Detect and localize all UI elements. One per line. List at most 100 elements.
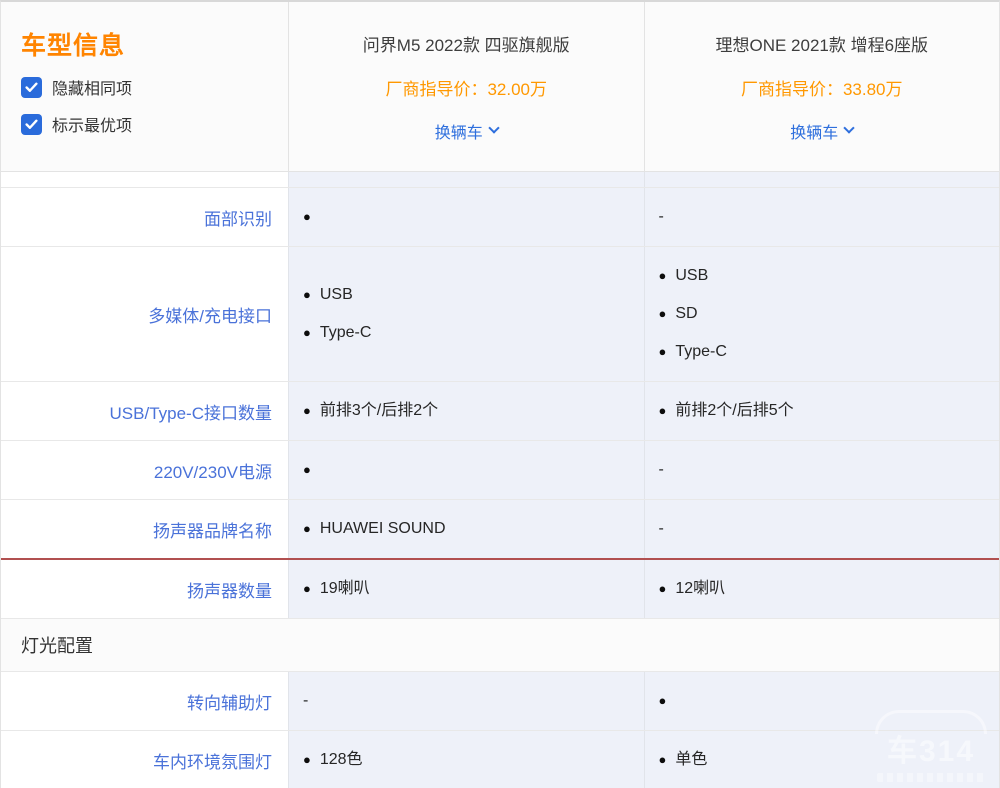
checkmark-icon [25, 119, 38, 129]
row-label[interactable]: 220V/230V电源 [1, 441, 288, 499]
section-header: 灯光配置 [1, 618, 999, 671]
bullet-icon: ● [658, 752, 667, 767]
value-text: USB [319, 286, 353, 303]
checkbox-checked[interactable] [21, 76, 42, 98]
value-item: - [659, 451, 1000, 489]
table-row: 扬声器数量 ● 19喇叭 ● 12喇叭 [1, 558, 999, 618]
value-cell: ● [288, 188, 644, 246]
value-text: Type-C [675, 343, 727, 360]
row-label[interactable]: 转向辅助灯 [1, 672, 288, 730]
chevron-down-icon [488, 122, 500, 134]
value-cell: ● USB ● SD ● Type-C [643, 247, 1000, 381]
value-item: ● [303, 451, 644, 489]
change-car-link[interactable]: 换辆车 [434, 119, 500, 143]
car-name: 理想ONE 2021款 增程6座版 [715, 35, 929, 55]
value-cell: - [288, 672, 644, 730]
value-text: 19喇叭 [319, 580, 370, 597]
value-text: 前排3个/后排2个 [319, 402, 439, 419]
value-item: ● SD [659, 295, 1000, 333]
value-cell: ● 前排3个/后排2个 [288, 382, 644, 440]
bullet-icon: ● [303, 403, 311, 418]
bullet-icon: ● [303, 462, 311, 477]
change-car-label: 换辆车 [434, 124, 483, 142]
value-cell: ● 128色 [288, 731, 644, 788]
row-label[interactable]: 面部识别 [1, 188, 288, 246]
value-text: 128色 [319, 751, 363, 768]
bullet-icon: ● [303, 325, 311, 340]
value-text: HUAWEI SOUND [319, 520, 446, 537]
checkbox-mark-best-items[interactable]: 标示最优项 [21, 112, 132, 136]
value-text: 12喇叭 [675, 580, 726, 597]
car-name: 问界M5 2022款 四驱旗舰版 [362, 35, 570, 55]
value-cell: - [643, 500, 1000, 558]
row-label [1, 172, 288, 187]
checkbox-hide-same-items[interactable]: 隐藏相同项 [21, 75, 132, 99]
value-item: ● [659, 682, 1000, 720]
value-cell [643, 172, 999, 187]
car-price: 厂商指导价：32.00万 [385, 75, 547, 100]
bullet-icon: ● [658, 344, 667, 359]
car-price-label: 厂商指导价： [740, 79, 843, 99]
checkbox-checked[interactable] [21, 113, 42, 135]
table-header: 车型信息 隐藏相同项 标示最优项 问界M5 2022款 四驱旗舰版 厂商指导价：… [1, 2, 999, 172]
table-body: 面部识别 ● - 多媒体/充电接口 ● USB ● Type-C ● USB ● SD ● Type-C U… [1, 172, 999, 788]
value-text: - [658, 520, 664, 537]
value-text: 前排2个/后排5个 [675, 402, 794, 419]
row-label[interactable]: USB/Type-C接口数量 [1, 382, 288, 440]
row-label[interactable]: 扬声器数量 [1, 560, 288, 618]
value-text: - [658, 208, 664, 225]
bullet-icon: ● [303, 581, 311, 596]
bullet-icon: ● [658, 268, 667, 283]
panel-controls: 车型信息 隐藏相同项 标示最优项 [1, 2, 288, 171]
car-price-value: 32.00万 [487, 79, 548, 99]
value-text: SD [675, 305, 698, 322]
value-text: - [303, 692, 309, 709]
value-cell: ● [643, 672, 1000, 730]
row-label[interactable]: 扬声器品牌名称 [1, 500, 288, 558]
value-item: ● USB [303, 276, 644, 314]
change-car-link[interactable]: 换辆车 [790, 119, 855, 143]
value-item: ● USB [659, 257, 1000, 295]
value-item: ● Type-C [303, 314, 644, 352]
value-text: - [658, 461, 664, 478]
value-item: ● 前排3个/后排2个 [303, 392, 644, 430]
table-row: 转向辅助灯 - ● [1, 671, 999, 730]
row-label[interactable]: 多媒体/充电接口 [1, 247, 288, 381]
bullet-icon: ● [303, 209, 311, 224]
value-cell: - [643, 441, 1000, 499]
value-item: ● 19喇叭 [303, 570, 644, 608]
car-price: 厂商指导价：33.80万 [741, 75, 903, 100]
checkbox-label: 隐藏相同项 [52, 81, 133, 98]
value-item: - [303, 682, 644, 720]
checkbox-label: 标示最优项 [52, 118, 133, 135]
value-cell: ● 12喇叭 [643, 560, 999, 618]
panel-title: 车型信息 [21, 32, 126, 60]
bullet-icon: ● [658, 693, 667, 708]
row-label[interactable]: 车内环境氛围灯 [1, 731, 288, 788]
bullet-icon: ● [303, 521, 311, 536]
table-row: 多媒体/充电接口 ● USB ● Type-C ● USB ● SD ● Type-C [1, 246, 999, 381]
table-row: 面部识别 ● - [1, 187, 999, 246]
value-item: ● 128色 [303, 741, 644, 779]
value-cell: ● 前排2个/后排5个 [643, 382, 999, 440]
car-column-header-1: 问界M5 2022款 四驱旗舰版 厂商指导价：32.00万 换辆车 [288, 2, 644, 171]
value-text: USB [675, 267, 709, 284]
table-row: 扬声器品牌名称 ● HUAWEI SOUND - [1, 499, 999, 558]
table-row-clipped [1, 172, 999, 187]
checkmark-icon [25, 82, 38, 92]
value-cell [288, 172, 644, 187]
value-item: ● [303, 198, 644, 236]
table-row: 车内环境氛围灯 ● 128色 ● 单色 [1, 730, 999, 788]
car-column-header-2: 理想ONE 2021款 增程6座版 厂商指导价：33.80万 换辆车 [643, 2, 1000, 171]
table-row: USB/Type-C接口数量 ● 前排3个/后排2个 ● 前排2个/后排5个 [1, 381, 999, 440]
value-item: - [659, 510, 1000, 548]
bullet-icon: ● [303, 287, 311, 302]
value-cell: - [643, 188, 999, 246]
value-cell: ● [288, 441, 644, 499]
value-cell: ● USB ● Type-C [288, 247, 644, 381]
value-item: ● HUAWEI SOUND [303, 510, 644, 548]
value-cell: ● 19喇叭 [288, 560, 644, 618]
value-cell: ● 单色 [643, 731, 999, 788]
value-cell: ● HUAWEI SOUND [288, 500, 644, 558]
